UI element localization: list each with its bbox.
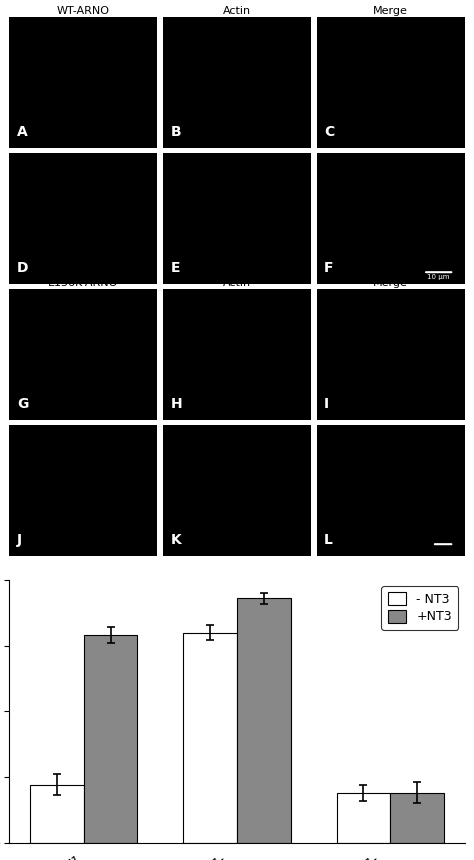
Text: 10 μm: 10 μm (428, 274, 450, 280)
Title: Merge: Merge (373, 279, 408, 288)
Text: J: J (17, 533, 22, 547)
Text: G: G (17, 396, 28, 411)
Legend: - NT3, +NT3: - NT3, +NT3 (382, 587, 458, 630)
Title: E156K-ARNO: E156K-ARNO (48, 279, 119, 288)
Text: A: A (17, 125, 27, 138)
Title: WT-ARNO: WT-ARNO (57, 6, 110, 16)
Text: K: K (171, 533, 181, 547)
Title: Actin: Actin (223, 6, 251, 16)
Bar (337, 793, 390, 843)
Text: H: H (171, 396, 182, 411)
Bar (183, 633, 237, 843)
Bar (237, 599, 291, 843)
Text: E: E (171, 261, 180, 275)
Text: I: I (324, 396, 329, 411)
Bar (390, 793, 444, 843)
Text: L: L (324, 533, 333, 547)
Title: Merge: Merge (373, 6, 408, 16)
Bar (84, 636, 137, 843)
Text: B: B (171, 125, 181, 138)
Text: D: D (17, 261, 28, 275)
Title: Actin: Actin (223, 279, 251, 288)
Text: F: F (324, 261, 334, 275)
Bar (30, 785, 84, 843)
Text: C: C (324, 125, 335, 138)
